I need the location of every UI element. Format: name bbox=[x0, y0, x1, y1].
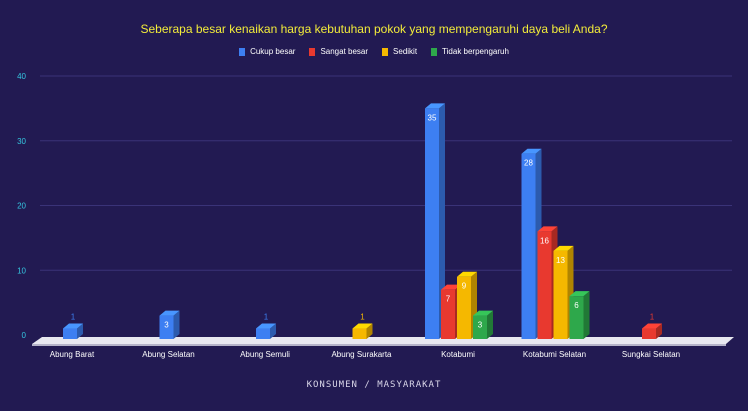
y-tick-label: 30 bbox=[17, 137, 26, 146]
x-tick-label: Abung Selatan bbox=[142, 350, 195, 359]
bar-top bbox=[642, 323, 662, 329]
bar-top bbox=[352, 323, 373, 329]
bar-side bbox=[583, 291, 590, 339]
data-label: 35 bbox=[428, 113, 437, 122]
legend-label: Sangat besar bbox=[320, 47, 369, 56]
data-label: 1 bbox=[360, 313, 365, 322]
x-axis-title: KONSUMEN / MASYARAKAT bbox=[306, 380, 442, 390]
x-tick-label: Kotabumi Selatan bbox=[523, 350, 586, 359]
x-tick-label: Abung Semuli bbox=[240, 350, 290, 359]
x-tick-label: Sungkai Selatan bbox=[622, 350, 680, 359]
x-tick-label: Abung Barat bbox=[50, 350, 95, 359]
y-tick-label: 0 bbox=[22, 331, 27, 340]
y-tick-label: 10 bbox=[17, 266, 26, 275]
bar bbox=[521, 153, 536, 339]
bar bbox=[457, 276, 471, 339]
bar-side bbox=[439, 103, 445, 339]
y-tick-label: 20 bbox=[17, 202, 26, 211]
bar-top bbox=[425, 103, 445, 109]
data-label: 16 bbox=[540, 236, 549, 245]
bar bbox=[473, 315, 487, 339]
bar-side bbox=[173, 310, 180, 339]
bar-side bbox=[77, 323, 83, 339]
data-label: 28 bbox=[524, 159, 533, 168]
legend-swatch bbox=[239, 47, 246, 56]
chart-title: Seberapa besar kenaikan harga kebutuhan … bbox=[140, 22, 608, 36]
data-label: 1 bbox=[71, 313, 76, 322]
legend-swatch bbox=[309, 47, 316, 56]
x-tick-label: Kotabumi bbox=[441, 350, 475, 359]
data-label: 6 bbox=[574, 301, 579, 310]
bar-top bbox=[256, 323, 276, 329]
bar-top bbox=[537, 226, 558, 232]
data-label: 1 bbox=[264, 313, 269, 322]
bar bbox=[569, 296, 584, 339]
bar-top bbox=[441, 284, 461, 290]
bar-side bbox=[270, 323, 276, 339]
bar-side bbox=[487, 310, 493, 339]
bar-top bbox=[553, 245, 574, 251]
bar-side bbox=[366, 323, 373, 339]
bar bbox=[642, 328, 656, 339]
bar bbox=[553, 250, 568, 339]
legend-item-sangat-besar[interactable]: Sangat besar bbox=[309, 47, 368, 56]
bar-top bbox=[159, 310, 180, 316]
bar-top bbox=[521, 148, 542, 154]
data-label: 3 bbox=[164, 321, 169, 330]
bar bbox=[441, 289, 455, 339]
bar bbox=[425, 108, 439, 339]
bar-top bbox=[473, 310, 493, 316]
y-tick-label: 40 bbox=[17, 72, 26, 81]
legend-item-cukup-besar[interactable]: Cukup besar bbox=[239, 47, 295, 56]
legend-label: Sedikit bbox=[393, 47, 418, 56]
data-label: 3 bbox=[478, 321, 483, 330]
legend-label: Cukup besar bbox=[250, 47, 296, 56]
data-label: 9 bbox=[462, 282, 467, 291]
data-label: 13 bbox=[556, 256, 565, 265]
bar bbox=[63, 328, 77, 339]
data-label: 7 bbox=[446, 295, 451, 304]
legend-label: Tidak berpengaruh bbox=[442, 47, 509, 56]
bar-top bbox=[457, 271, 477, 277]
bar-top bbox=[569, 291, 590, 297]
legend-item-sedikit[interactable]: Sedikit bbox=[382, 47, 417, 56]
bar bbox=[352, 328, 367, 339]
bar bbox=[159, 315, 174, 339]
legend: Cukup besar Sangat besar Sedikit Tidak b… bbox=[0, 47, 748, 56]
data-label: 1 bbox=[650, 313, 655, 322]
chart-floor bbox=[32, 337, 734, 344]
legend-swatch bbox=[382, 47, 389, 56]
bar bbox=[537, 231, 552, 339]
bar bbox=[256, 328, 270, 339]
x-tick-label: Abung Surakarta bbox=[331, 350, 392, 359]
legend-swatch bbox=[431, 47, 438, 56]
bar-side bbox=[656, 323, 662, 339]
bar-top bbox=[63, 323, 83, 329]
legend-item-tidak-berpengaruh[interactable]: Tidak berpengaruh bbox=[431, 47, 509, 56]
chart-floor-edge bbox=[32, 344, 726, 346]
